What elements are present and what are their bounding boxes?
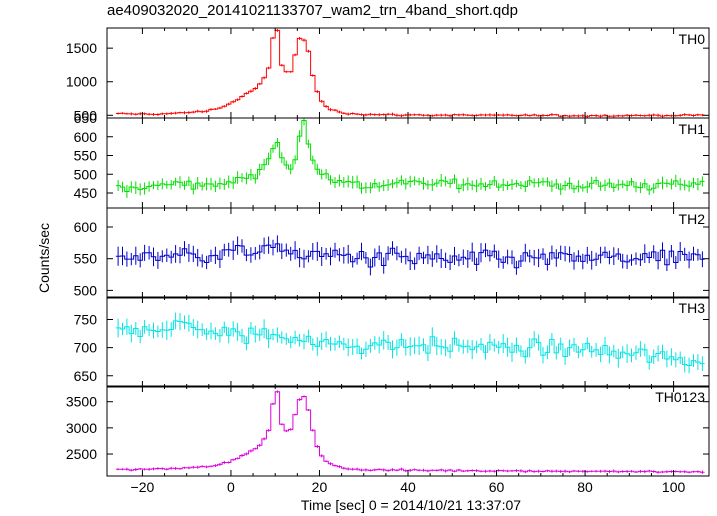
th1-y-tick-label: 550 [74,148,98,164]
y-axis-label: Counts/sec [36,222,52,294]
th0-series-line [115,29,705,117]
th0-y-tick-label: 1000 [66,74,97,90]
th3-y-tick-label: 750 [74,312,98,328]
th0-y-tick-label: 500 [74,107,98,123]
th0123-series-line [115,391,705,473]
plot-title: ae409032020_20141021133707_wam2_trn_4ban… [107,2,518,19]
th2-y-tick-label: 500 [74,282,98,298]
th0123-y-tick-label: 3500 [66,394,97,410]
th1-y-tick-label: 450 [74,185,98,201]
th3-panel-frame [106,296,710,388]
x-tick-label: 20 [312,479,328,495]
th0123-panel-frame [106,385,710,477]
x-tick-label: 40 [400,479,416,495]
x-tick-label: 80 [577,479,593,495]
th1-y-tick-label: 600 [74,129,98,145]
th3-y-tick-label: 650 [74,368,98,384]
th1-y-tick-label: 500 [74,166,98,182]
th1-y-tick-label: 650 [74,110,98,126]
th0123-panel-label: TH0123 [655,389,705,405]
x-tick-label: 100 [662,479,686,495]
x-tick-label: 0 [227,479,235,495]
th0123-y-tick-label: 3000 [66,420,97,436]
th2-series-line [115,243,705,269]
th0-panel-label: TH0 [679,31,706,47]
x-tick-label: 60 [489,479,505,495]
th2-panel-label: TH2 [679,211,706,227]
th2-y-tick-label: 550 [74,251,98,267]
th0123-y-tick-label: 2500 [66,446,97,462]
th0-panel-frame [106,27,710,119]
th3-y-tick-label: 700 [74,340,98,356]
th1-panel-label: TH1 [679,121,706,137]
th1-panel-frame [106,117,710,209]
th2-y-tick-label: 600 [74,219,98,235]
th3-panel-label: TH3 [679,300,706,316]
x-tick-label: −20 [131,479,155,495]
th0-y-tick-label: 1500 [66,40,97,56]
th1-series-line [115,120,705,192]
x-axis-label: Time [sec] 0 = 2014/10/21 13:37:07 [300,497,522,513]
